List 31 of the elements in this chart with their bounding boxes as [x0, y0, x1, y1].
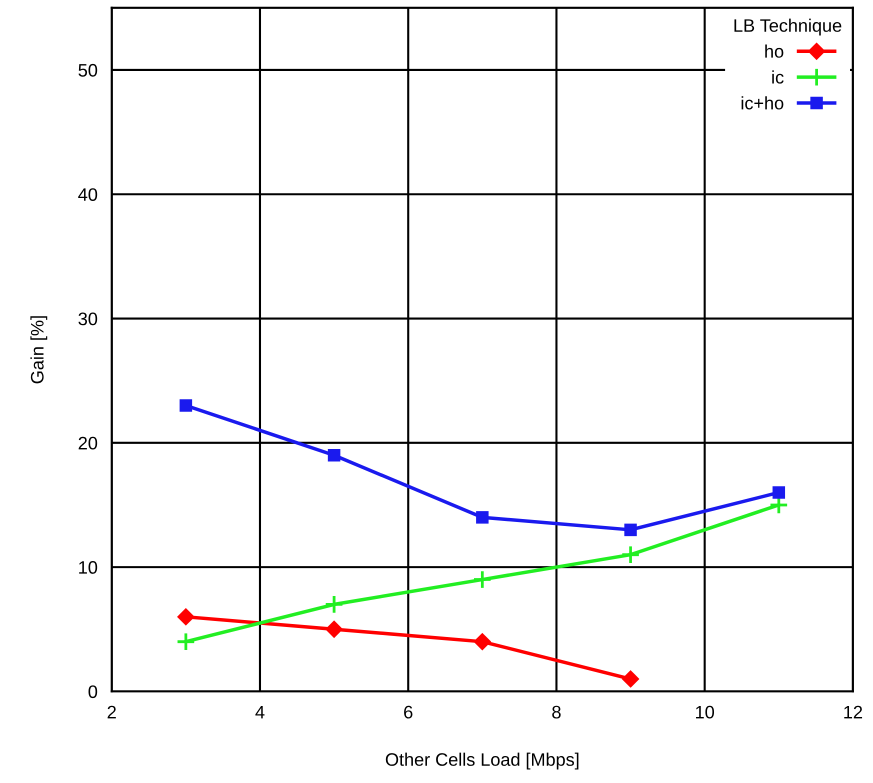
x-tick-label: 8	[552, 706, 561, 719]
y-tick-label: 0	[88, 685, 98, 698]
x-tick-label: 12	[844, 706, 862, 718]
x-tick-label: 2	[108, 706, 116, 718]
y-tick-label: 40	[78, 188, 98, 201]
x-tick-label: 4	[255, 706, 264, 718]
point	[180, 399, 192, 412]
legend-label: ho	[765, 44, 784, 58]
point	[474, 633, 491, 650]
legend-label: ic+ho	[742, 96, 784, 110]
point	[476, 511, 489, 524]
x-tick-label: 6	[404, 706, 412, 719]
y-tick-label: 50	[78, 64, 98, 77]
point	[326, 620, 342, 638]
point	[324, 594, 344, 614]
x-tick-label: 10	[696, 706, 714, 719]
y-tick-label: 10	[79, 561, 98, 574]
legend-title: LB Technique	[734, 18, 842, 36]
x-axis-title: Other Cells Load [Mbps]	[386, 752, 578, 770]
legend-label: ic	[772, 70, 784, 84]
point	[624, 524, 637, 536]
y-axis-title: Gain [%]	[30, 316, 48, 384]
point	[472, 570, 492, 590]
point	[622, 670, 639, 688]
point	[178, 608, 194, 626]
point	[176, 632, 196, 652]
y-tick-label: 30	[78, 312, 98, 326]
point	[328, 449, 340, 462]
point	[620, 544, 640, 564]
point	[772, 486, 786, 499]
y-tick-label: 20	[78, 436, 98, 450]
